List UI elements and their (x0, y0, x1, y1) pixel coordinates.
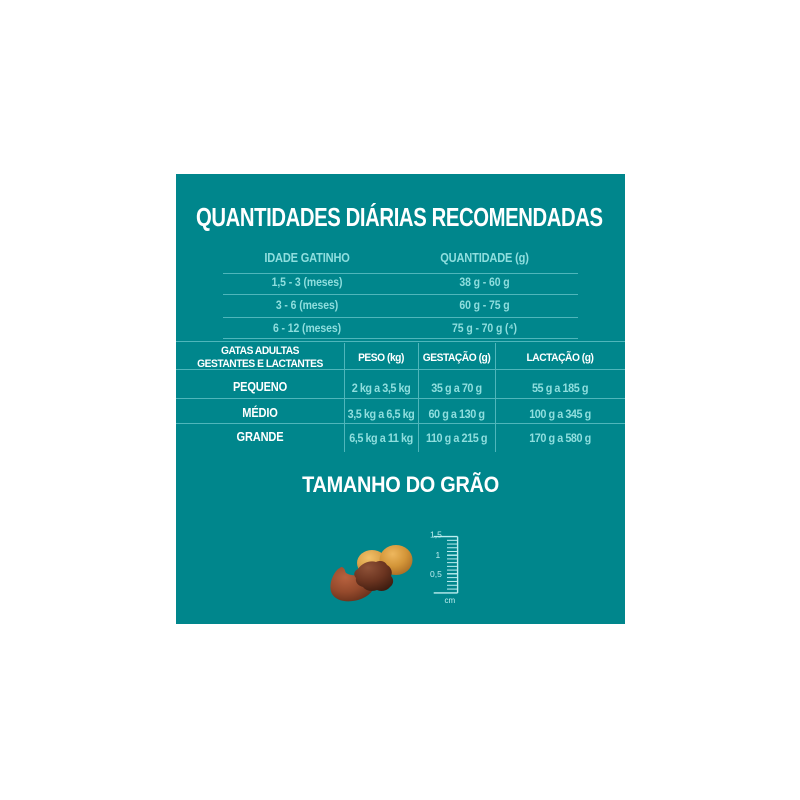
svg-text:0,5: 0,5 (430, 569, 442, 579)
svg-text:cm: cm (445, 596, 456, 605)
svg-text:1,5: 1,5 (430, 530, 442, 540)
svg-text:1: 1 (436, 550, 441, 560)
